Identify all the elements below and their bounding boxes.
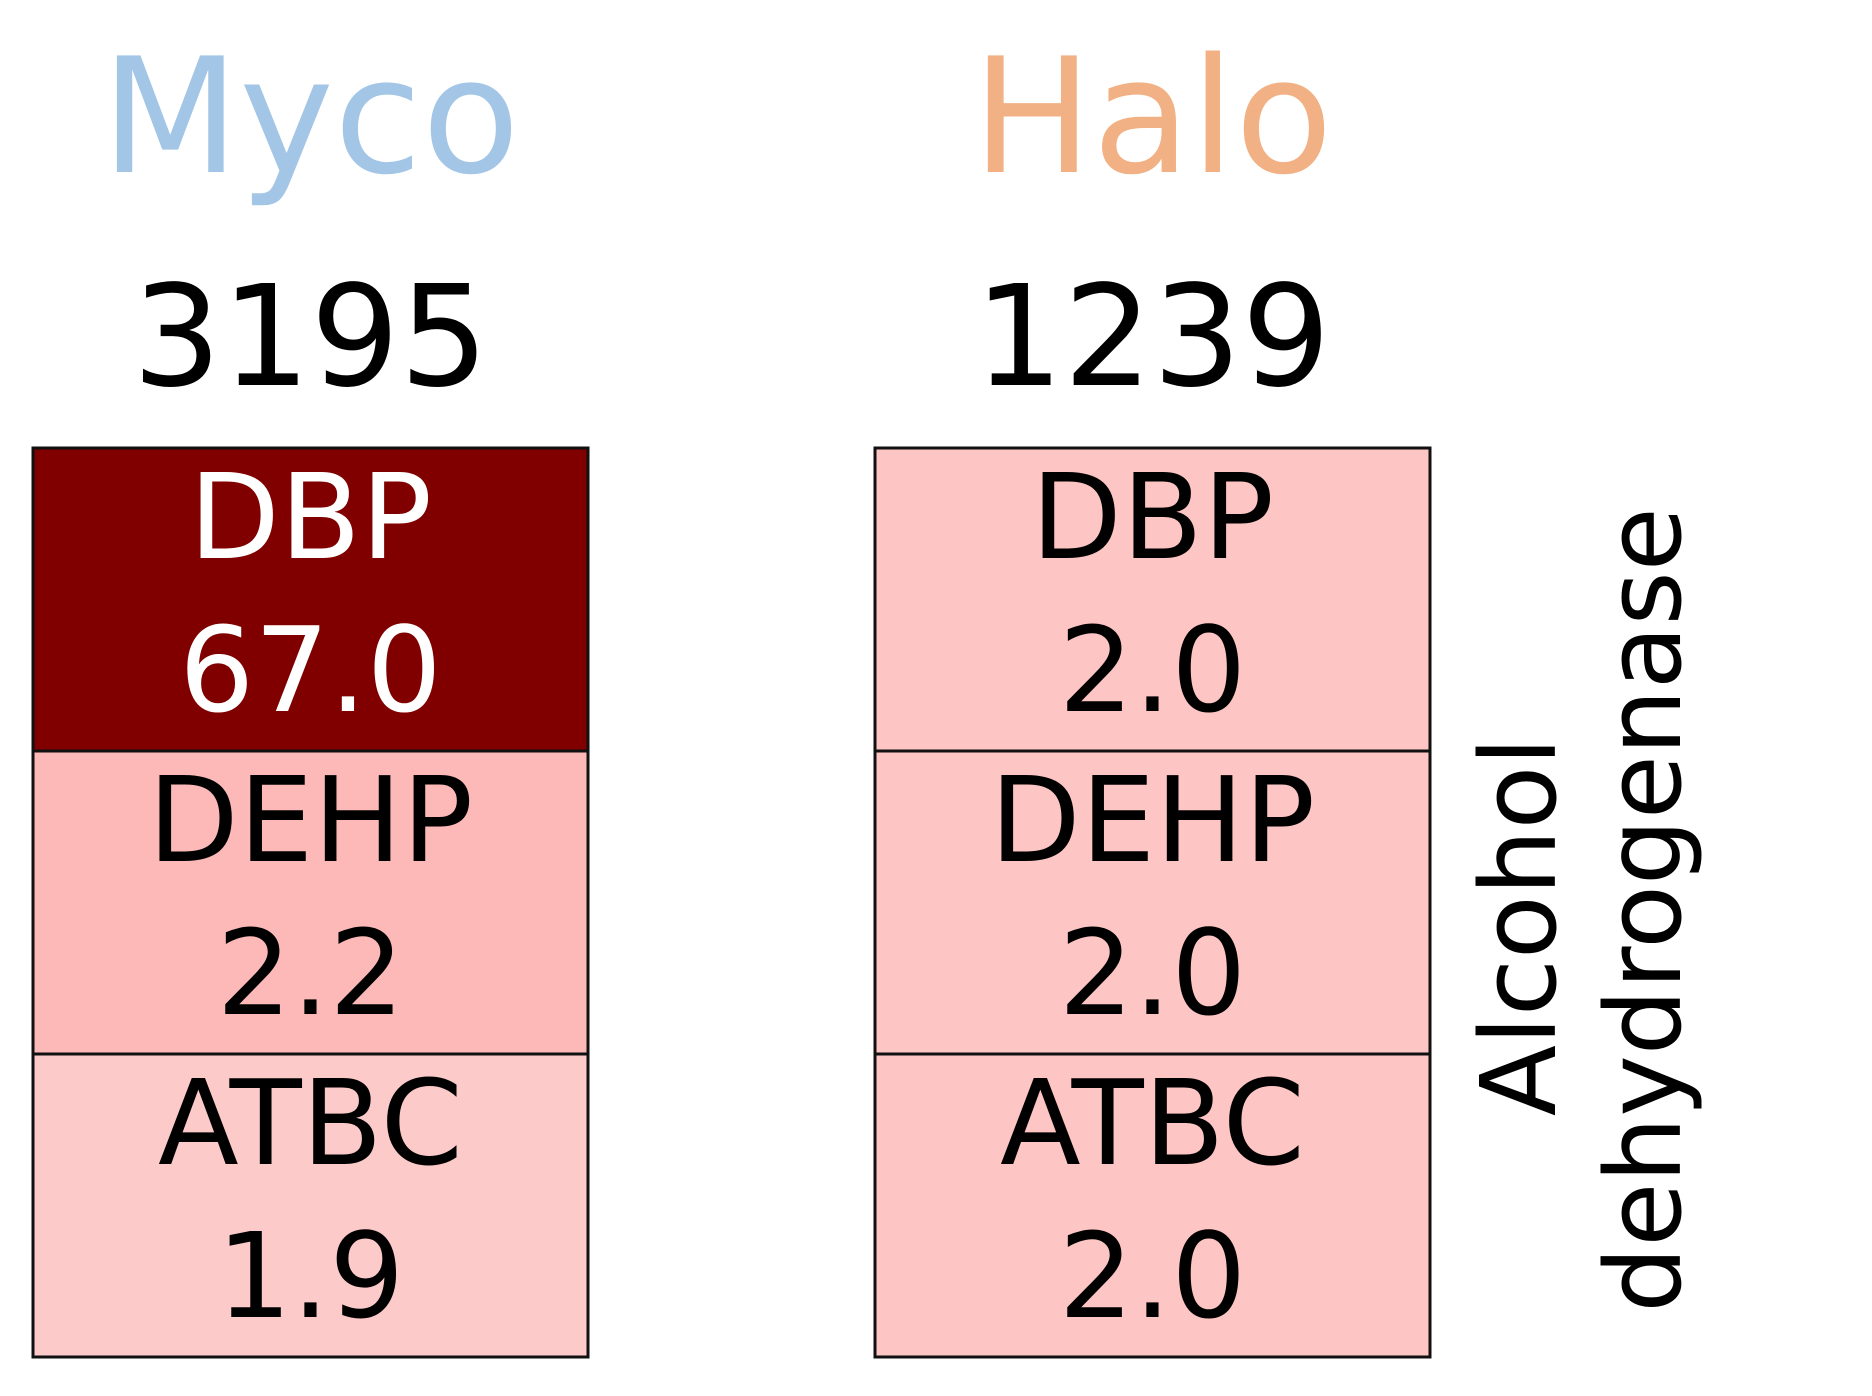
cell-value: 2.0	[1059, 904, 1247, 1042]
cell-label: ATBC	[1000, 1054, 1305, 1192]
cell-label: DBP	[189, 448, 432, 586]
cell-value: 2.2	[217, 904, 405, 1042]
cell-value: 2.0	[1059, 601, 1247, 739]
heatmap-cell: ATBC 2.0	[873, 1052, 1432, 1359]
heatmap-cell: ATBC 1.9	[31, 1052, 590, 1359]
heatmap-cell-rect	[31, 749, 590, 1056]
heatmap-cell: DBP 2.0	[873, 446, 1432, 753]
heatmap-cell-rect	[31, 1052, 590, 1359]
group-count: 1239	[974, 256, 1330, 419]
cell-label: DEHP	[148, 751, 473, 889]
heatmap-cell: DEHP 2.2	[31, 749, 590, 1056]
y-axis-label-line-2: dehydrogenase	[1583, 507, 1705, 1312]
y-axis-label: Alcohol dehydrogenase	[1458, 507, 1705, 1312]
cell-label: DEHP	[990, 751, 1315, 889]
heatmap-cell: DBP 67.0	[31, 446, 590, 753]
y-axis-label-line-1: Alcohol	[1458, 737, 1580, 1116]
cell-value: 2.0	[1059, 1207, 1247, 1345]
heatmap-cell-rect	[873, 446, 1432, 753]
cell-label: ATBC	[158, 1054, 463, 1192]
cell-label: DBP	[1031, 448, 1274, 586]
heatmap-cell: DEHP 2.0	[873, 749, 1432, 1056]
heatmap-cell-rect	[31, 446, 590, 753]
cell-value: 1.9	[217, 1207, 405, 1345]
group-count: 3195	[132, 256, 488, 419]
group-title: Halo	[972, 23, 1333, 210]
groups-layer: Myco3195DBP67.0DEHP2.2ATBC1.9Halo1239DBP…	[31, 23, 1432, 1359]
heatmap-cell-rect	[873, 749, 1432, 1056]
cell-value: 67.0	[179, 601, 442, 739]
group-title: Myco	[101, 23, 520, 210]
heatmap-cell-rect	[873, 1052, 1432, 1359]
